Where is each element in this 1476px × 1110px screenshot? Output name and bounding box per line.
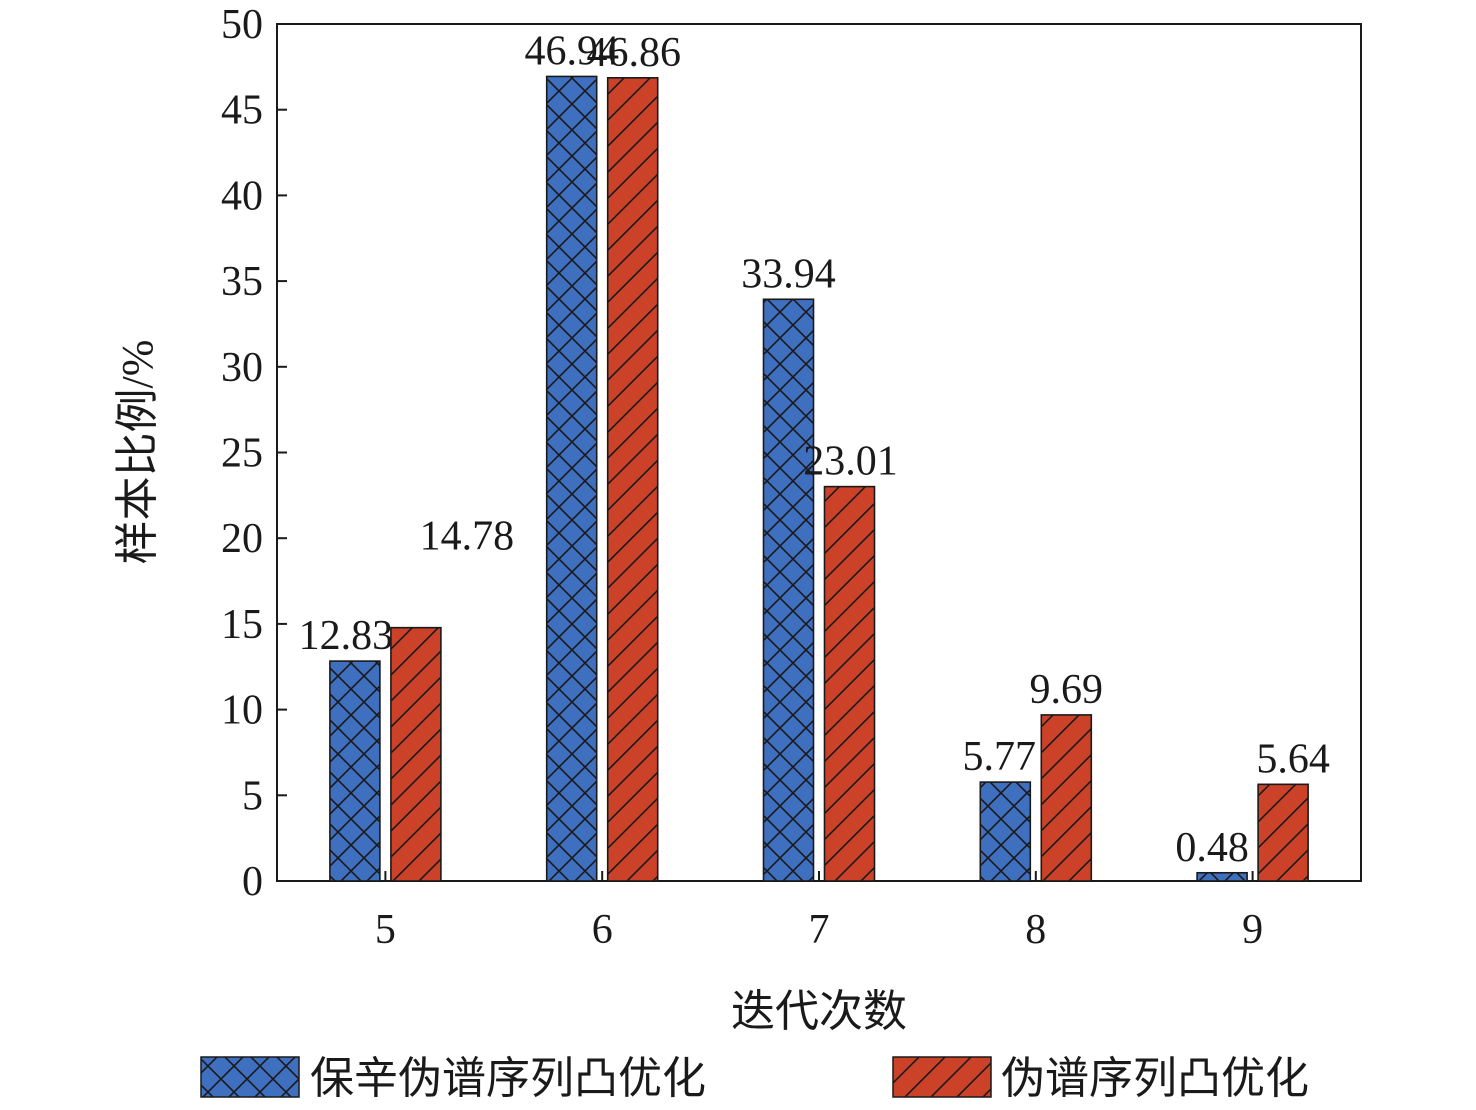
y-tick-label: 10 [221, 688, 263, 734]
x-axis: 5 6 7 8 9 [375, 871, 1263, 953]
bar-series-2 [1257, 783, 1309, 882]
y-tick-label: 15 [221, 602, 263, 648]
bar-series-1 [1196, 871, 1248, 882]
legend-label-series-1: 保辛伪谱序列凸优化 [310, 1054, 706, 1103]
y-tick-label: 30 [221, 345, 263, 391]
legend-swatch-series-1 [200, 1056, 300, 1098]
bar-series-1 [762, 298, 815, 882]
bar-series-1 [545, 75, 598, 882]
x-axis-title: 迭代次数 [731, 987, 907, 1036]
x-tick-label: 7 [809, 907, 830, 953]
data-label-series-1: 46.94 [524, 28, 619, 74]
y-tick-label: 5 [242, 773, 263, 819]
y-tick-label: 25 [221, 431, 263, 477]
x-tick-label: 6 [592, 907, 613, 953]
y-tick-label: 35 [221, 259, 263, 305]
data-label-series-2: 23.01 [803, 439, 898, 485]
bar-series-2 [823, 485, 876, 882]
x-tick-label: 9 [1242, 907, 1263, 953]
x-tick-label: 5 [375, 907, 396, 953]
data-label-series-2: 5.64 [1256, 736, 1330, 782]
bars-group [329, 75, 1309, 882]
data-label-series-2: 46.86 [586, 30, 681, 76]
bar-series-2 [606, 77, 659, 882]
bar-series-2 [1040, 714, 1093, 882]
x-tick-label: 8 [1025, 907, 1046, 953]
data-label-series-1: 33.94 [741, 251, 836, 297]
data-label-series-1: 5.77 [963, 734, 1037, 780]
bar-series-1 [329, 660, 381, 882]
y-tick-label: 40 [221, 173, 263, 219]
legend-swatch-series-2 [892, 1056, 992, 1098]
y-axis-title: 样本比例/% [113, 340, 162, 565]
data-label-series-2: 14.78 [420, 514, 515, 560]
data-label-series-1: 0.48 [1175, 825, 1249, 871]
legend: 保辛伪谱序列凸优化 伪谱序列凸优化 [200, 1054, 1309, 1103]
data-label-series-1: 12.83 [299, 613, 394, 659]
y-tick-label: 0 [242, 859, 263, 905]
y-tick-label: 50 [221, 2, 263, 48]
y-tick-label: 20 [221, 516, 263, 562]
y-tick-label: 45 [221, 88, 263, 134]
bar-series-1 [979, 781, 1032, 882]
data-label-series-2: 9.69 [1030, 667, 1104, 713]
y-axis: 0 5 10 15 20 25 30 35 40 45 50 [221, 2, 287, 905]
bar-series-2 [390, 626, 442, 882]
legend-label-series-2: 伪谱序列凸优化 [1001, 1054, 1309, 1103]
